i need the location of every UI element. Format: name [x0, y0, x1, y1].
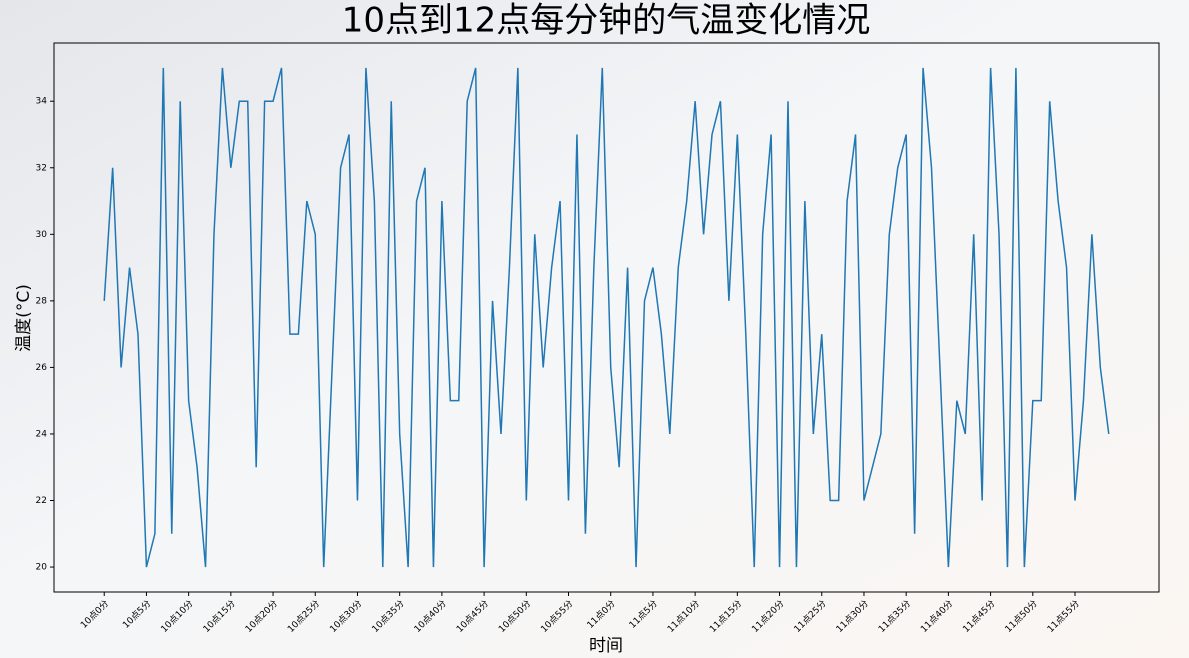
plot-frame — [53, 42, 1160, 593]
data-line — [103, 67, 1110, 568]
y-tick-label: 20 — [36, 563, 48, 573]
x-axis-label: 时间 — [589, 636, 623, 656]
y-tick-label: 28 — [36, 296, 48, 306]
chart-title: 10点到12点每分钟的气温变化情况 — [342, 1, 871, 41]
y-tick-label: 30 — [36, 230, 48, 240]
y-tick-label: 22 — [36, 496, 47, 506]
y-tick-label: 24 — [36, 429, 48, 439]
y-tick-label: 34 — [36, 97, 48, 107]
y-tick-label: 32 — [36, 163, 47, 173]
y-axis-label: 温度(°C) — [14, 284, 34, 352]
y-tick-label: 26 — [36, 363, 48, 373]
